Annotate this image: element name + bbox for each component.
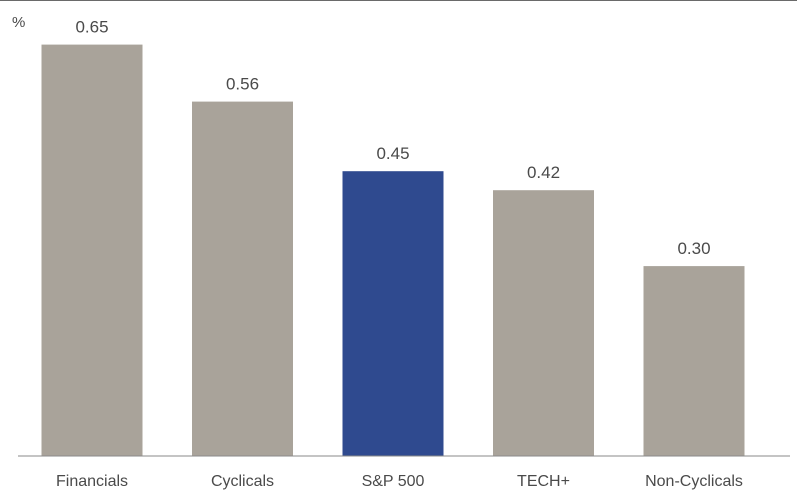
value-label-cyclicals: 0.56 [226,75,259,94]
bar-tech [493,190,594,456]
value-labels-group: 0.65 0.56 0.45 0.42 0.30 [75,18,710,259]
bar-s-p-500 [342,171,444,456]
bar-financials [41,44,143,456]
bar-non-cyclicals [643,266,745,456]
category-label-cyclicals: Cyclicals [211,473,274,490]
category-label-financials: Financials [56,473,128,490]
y-axis-unit-label: % [12,14,25,31]
category-label-tech: TECH+ [517,473,570,490]
bar-cyclicals [192,101,293,456]
value-label-tech: 0.42 [527,163,560,182]
value-label-non-cyclicals: 0.30 [677,239,710,258]
category-label-non-cyclicals: Non-Cyclicals [645,473,743,490]
bars-group [41,44,745,456]
value-label-financials: 0.65 [75,18,108,37]
value-label-s-p-500: 0.45 [376,144,409,163]
category-label-s-p-500: S&P 500 [362,473,425,490]
category-labels-group: Financials Cyclicals S&P 500 TECH+ Non-Cycli… [56,473,743,490]
